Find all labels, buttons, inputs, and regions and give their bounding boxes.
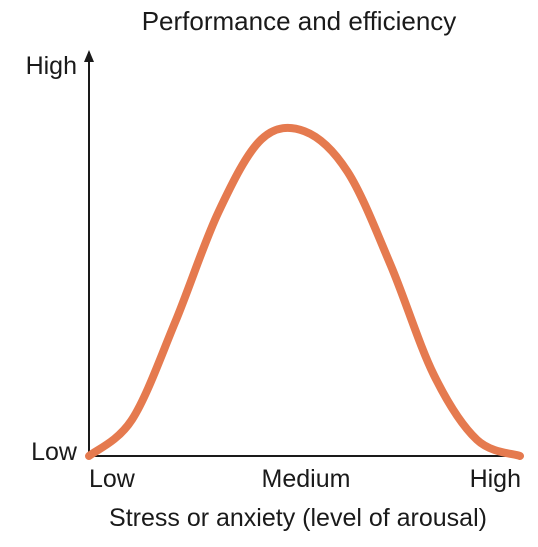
x-tick-label-medium: Medium — [262, 465, 351, 493]
x-axis-label: Stress or anxiety (level of arousal) — [109, 504, 487, 532]
x-tick-label-high: High — [470, 465, 521, 493]
y-tick-label-high: High — [26, 52, 77, 80]
y-tick-label-low: Low — [31, 438, 78, 466]
performance-curve — [85, 123, 524, 460]
y-axis-arrow-icon — [84, 50, 94, 62]
chart-title: Performance and efficiency — [142, 6, 457, 36]
x-tick-label-low: Low — [89, 465, 136, 493]
